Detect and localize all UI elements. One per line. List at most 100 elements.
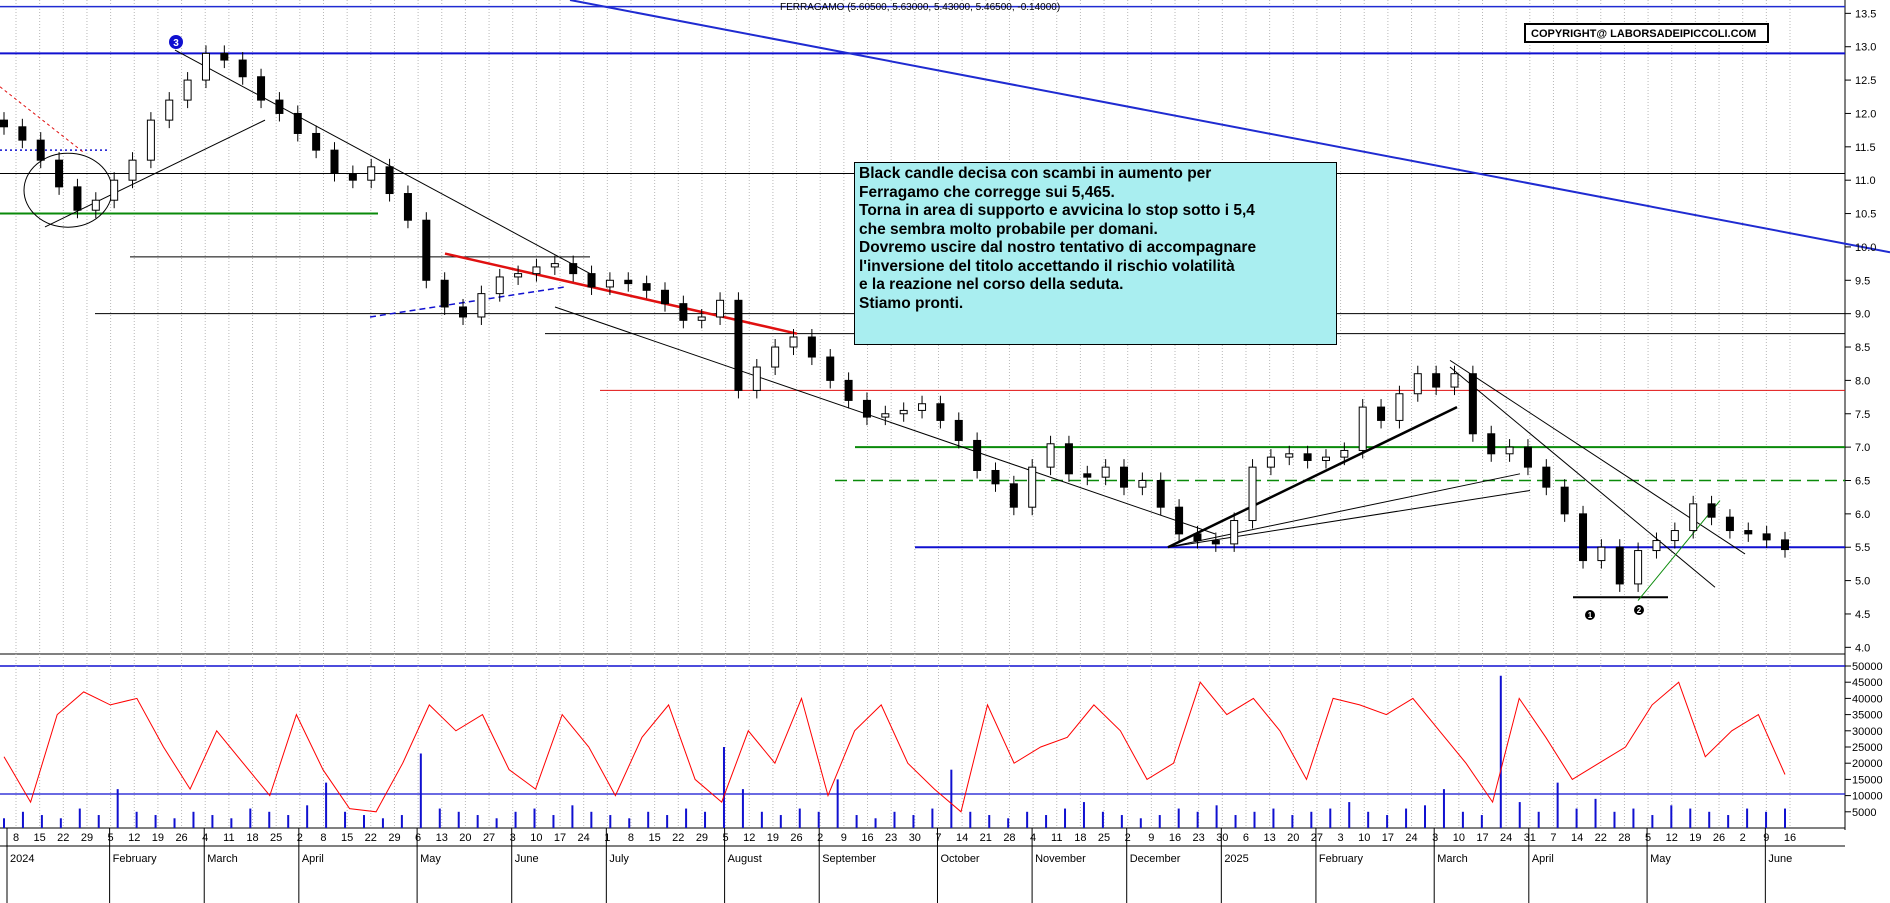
- y-tick-label: 10.0: [1855, 242, 1876, 254]
- note-line: Torna in area di supporto e avvicina lo …: [859, 202, 1255, 219]
- candle-body: [624, 279, 633, 285]
- x-day-label: 25: [1098, 832, 1110, 844]
- y-tick-label: 12.5: [1855, 75, 1876, 87]
- x-day-label: 5: [108, 832, 114, 844]
- x-month-label: July: [609, 853, 629, 865]
- candle-body: [642, 283, 651, 291]
- x-day-label: 16: [1784, 832, 1796, 844]
- note-line: Black candle decisa con scambi in aument…: [859, 165, 1212, 182]
- y-tick-label: 9.0: [1855, 309, 1870, 321]
- note-line: Ferragamo che corregge sui 5,465.: [859, 183, 1115, 201]
- candle-body: [936, 403, 945, 421]
- x-day-label: 4: [202, 832, 208, 844]
- candle-body: [128, 159, 137, 181]
- candle-body: [1689, 503, 1698, 532]
- x-day-label: 6: [415, 832, 421, 844]
- x-month-label: December: [1130, 853, 1181, 865]
- x-day-label: 15: [649, 832, 661, 844]
- x-day-label: 29: [696, 832, 708, 844]
- x-month-label: June: [1768, 853, 1792, 865]
- x-day-label: 7: [1550, 832, 1556, 844]
- candle-body: [477, 293, 486, 318]
- chart-title: FERRAGAMO (5.60500, 5.63000, 5.43000, 5.…: [780, 2, 1060, 13]
- candle-body: [1377, 406, 1386, 421]
- trendline: [174, 49, 591, 275]
- x-day-label: 22: [672, 832, 684, 844]
- x-day-label: 2: [1125, 832, 1131, 844]
- candle-body: [73, 186, 82, 211]
- candle-body: [844, 379, 853, 401]
- candle-body: [55, 159, 64, 188]
- x-day-label: 22: [365, 832, 377, 844]
- x-month-label: November: [1035, 853, 1086, 865]
- trendline: [569, 0, 1890, 254]
- y-tick-label: 50000: [1852, 661, 1883, 673]
- candle-body: [1340, 449, 1349, 458]
- candle-body: [973, 439, 982, 471]
- svg-text:2: 2: [1637, 606, 1642, 615]
- y-tick-label: 6.0: [1855, 509, 1870, 521]
- y-tick-label: 7.0: [1855, 442, 1870, 454]
- candle-body: [201, 52, 210, 81]
- candle-body: [1744, 530, 1753, 535]
- candle-body: [1395, 393, 1404, 421]
- y-tick-label: 5000: [1852, 807, 1876, 819]
- x-day-label: 26: [1713, 832, 1725, 844]
- candle-body: [881, 413, 890, 418]
- x-month-label: May: [1650, 853, 1671, 865]
- candle-body: [1560, 486, 1569, 515]
- x-month-label: 2025: [1224, 853, 1248, 865]
- x-day-label: 2: [817, 832, 823, 844]
- x-month-label: May: [420, 853, 441, 865]
- candle-body: [1634, 550, 1643, 585]
- x-day-label: 3: [1432, 832, 1438, 844]
- candle-body: [422, 219, 431, 281]
- x-month-label: April: [302, 853, 324, 865]
- trendline: [1167, 405, 1458, 549]
- candle-body: [532, 266, 541, 275]
- candle-body: [0, 119, 8, 128]
- x-month-label: February: [113, 853, 158, 865]
- candle-body: [1211, 540, 1220, 545]
- trendline: [1167, 490, 1531, 548]
- candle-body: [275, 99, 284, 114]
- x-day-label: 13: [1264, 832, 1276, 844]
- x-day-label: 26: [175, 832, 187, 844]
- x-month-label: 2024: [10, 853, 34, 865]
- candle-body: [1652, 540, 1661, 552]
- x-day-label: 4: [1030, 832, 1036, 844]
- x-day-label: 20: [459, 832, 471, 844]
- x-day-label: 6: [1243, 832, 1249, 844]
- marker-2: 2: [1634, 605, 1644, 615]
- candle-body: [1285, 453, 1294, 458]
- x-day-label: 22: [1595, 832, 1607, 844]
- x-day-label: 27: [1311, 832, 1323, 844]
- candle-body: [697, 316, 706, 321]
- candle-body: [1432, 373, 1441, 388]
- x-day-label: 8: [13, 832, 19, 844]
- candle-body: [1670, 530, 1679, 542]
- candle-body: [789, 336, 798, 348]
- x-day-label: 24: [1405, 832, 1417, 844]
- x-day-label: 13: [436, 832, 448, 844]
- candle-body: [1450, 373, 1459, 388]
- note-line: l'inversione del titolo accettando il ri…: [859, 257, 1235, 275]
- y-tick-label: 9.5: [1855, 275, 1870, 287]
- candle-body: [1358, 406, 1367, 451]
- x-day-label: 24: [1500, 832, 1512, 844]
- x-day-label: 3: [510, 832, 516, 844]
- y-tick-label: 7.5: [1855, 409, 1870, 421]
- candle-body: [1781, 539, 1789, 551]
- x-month-label: September: [822, 853, 876, 865]
- y-tick-label: 8.0: [1855, 375, 1870, 387]
- x-day-label: 12: [1666, 832, 1678, 844]
- x-day-label: 3: [1338, 832, 1344, 844]
- x-day-label: 22: [57, 832, 69, 844]
- candle-body: [771, 346, 780, 368]
- x-month-label: April: [1532, 853, 1554, 865]
- candle-body: [1083, 473, 1092, 478]
- candle-body: [1009, 483, 1018, 508]
- x-day-label: 8: [320, 832, 326, 844]
- trendline: [1637, 500, 1721, 601]
